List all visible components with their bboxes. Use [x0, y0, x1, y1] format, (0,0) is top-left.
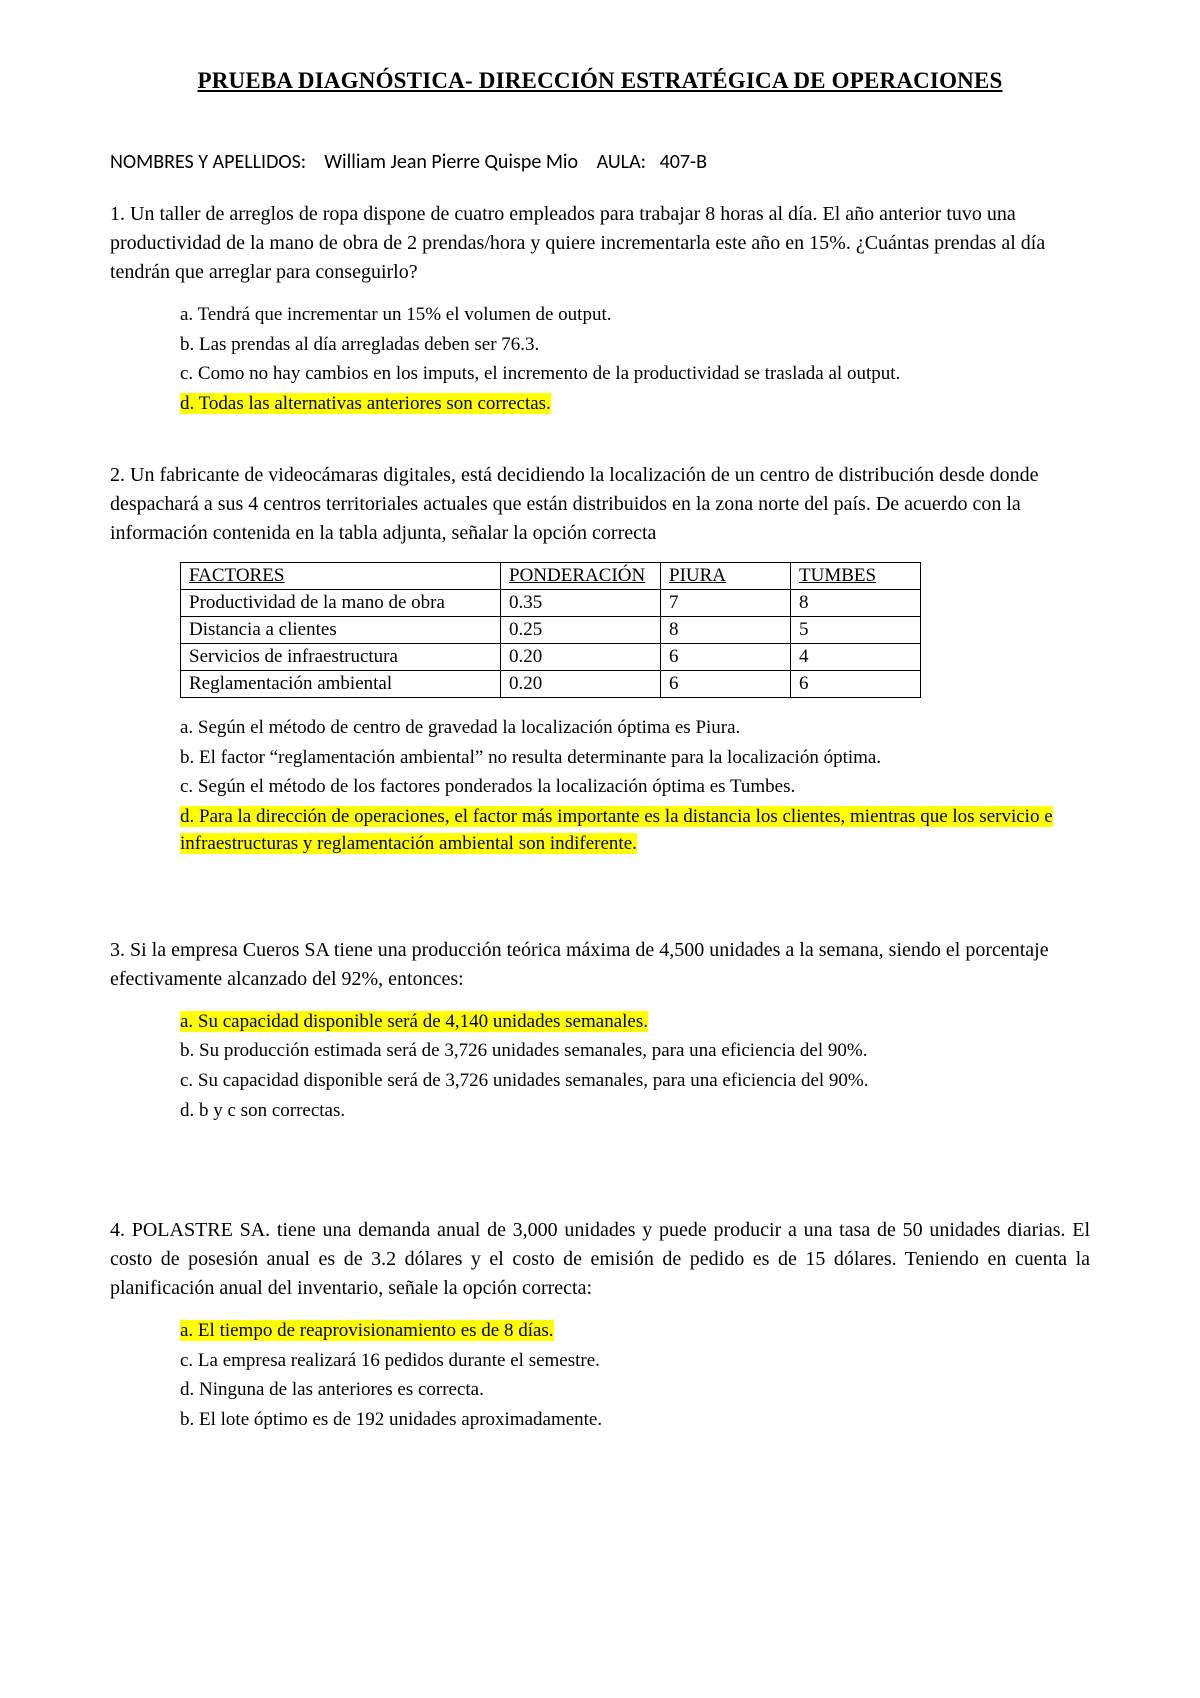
student-line: NOMBRES Y APELLIDOS: William Jean Pierre…	[110, 150, 1090, 174]
th-piura: PIURA	[661, 563, 791, 590]
q2-option-c: c. Según el método de los factores ponde…	[180, 773, 1090, 801]
aula-value: 407-B	[660, 150, 707, 174]
q3-option-b: b. Su producción estimada será de 3,726 …	[180, 1037, 1090, 1065]
q4-option-c: d. Ninguna de las anteriores es correcta…	[180, 1376, 1090, 1404]
q3-option-c: c. Su capacidad disponible será de 3,726…	[180, 1067, 1090, 1095]
table-row: Distancia a clientes 0.25 8 5	[181, 617, 921, 644]
cell-pond: 0.35	[501, 590, 661, 617]
q2-options: a. Según el método de centro de gravedad…	[180, 714, 1090, 858]
table-header-row: FACTORES PONDERACIÓN PIURA TUMBES	[181, 563, 921, 590]
student-label: NOMBRES Y APELLIDOS:	[110, 150, 306, 174]
cell-tumbes: 4	[791, 644, 921, 671]
cell-tumbes: 6	[791, 671, 921, 698]
q4-option-d: b. El lote óptimo es de 192 unidades apr…	[180, 1406, 1090, 1434]
q3-prompt: 3. Si la empresa Cueros SA tiene una pro…	[110, 936, 1090, 994]
q4-options: a. El tiempo de reaprovisionamiento es d…	[180, 1317, 1090, 1433]
student-name: William Jean Pierre Quispe Mio	[324, 150, 578, 174]
q4-option-a: a. El tiempo de reaprovisionamiento es d…	[180, 1320, 554, 1341]
q2-option-b: b. El factor “reglamentación ambiental” …	[180, 744, 1090, 772]
q1-option-c: c. Como no hay cambios en los imputs, el…	[180, 360, 1090, 388]
cell-piura: 8	[661, 617, 791, 644]
q3-option-a: a. Su capacidad disponible será de 4,140…	[180, 1011, 648, 1032]
q1-option-a: a. Tendrá que incrementar un 15% el volu…	[180, 301, 1090, 329]
q2-prompt: 2. Un fabricante de videocámaras digital…	[110, 461, 1090, 548]
q4-prompt: 4. POLASTRE SA. tiene una demanda anual …	[110, 1216, 1090, 1303]
table-row: Productividad de la mano de obra 0.35 7 …	[181, 590, 921, 617]
q2-option-d: d. Para la dirección de operaciones, el …	[180, 806, 1053, 855]
q4-option-b: c. La empresa realizará 16 pedidos duran…	[180, 1347, 1090, 1375]
th-ponderacion: PONDERACIÓN	[501, 563, 661, 590]
q3-options: a. Su capacidad disponible será de 4,140…	[180, 1008, 1090, 1124]
q1-prompt: 1. Un taller de arreglos de ropa dispone…	[110, 200, 1090, 287]
q2-option-a: a. Según el método de centro de gravedad…	[180, 714, 1090, 742]
th-tumbes: TUMBES	[791, 563, 921, 590]
th-factores: FACTORES	[181, 563, 501, 590]
cell-factor: Distancia a clientes	[181, 617, 501, 644]
q2-table: FACTORES PONDERACIÓN PIURA TUMBES Produc…	[180, 562, 921, 698]
q1-options: a. Tendrá que incrementar un 15% el volu…	[180, 301, 1090, 417]
cell-tumbes: 5	[791, 617, 921, 644]
cell-piura: 6	[661, 671, 791, 698]
cell-pond: 0.20	[501, 671, 661, 698]
q1-option-b: b. Las prendas al día arregladas deben s…	[180, 331, 1090, 359]
cell-pond: 0.20	[501, 644, 661, 671]
aula-label: AULA:	[597, 150, 646, 174]
exam-title: PRUEBA DIAGNÓSTICA- DIRECCIÓN ESTRATÉGIC…	[110, 68, 1090, 94]
cell-piura: 7	[661, 590, 791, 617]
q1-option-d: d. Todas las alternativas anteriores son…	[180, 393, 551, 414]
cell-factor: Productividad de la mano de obra	[181, 590, 501, 617]
cell-factor: Reglamentación ambiental	[181, 671, 501, 698]
cell-factor: Servicios de infraestructura	[181, 644, 501, 671]
table-row: Reglamentación ambiental 0.20 6 6	[181, 671, 921, 698]
q3-option-d: d. b y c son correctas.	[180, 1097, 1090, 1125]
cell-piura: 6	[661, 644, 791, 671]
cell-tumbes: 8	[791, 590, 921, 617]
exam-page: PRUEBA DIAGNÓSTICA- DIRECCIÓN ESTRATÉGIC…	[0, 0, 1200, 1698]
table-row: Servicios de infraestructura 0.20 6 4	[181, 644, 921, 671]
cell-pond: 0.25	[501, 617, 661, 644]
